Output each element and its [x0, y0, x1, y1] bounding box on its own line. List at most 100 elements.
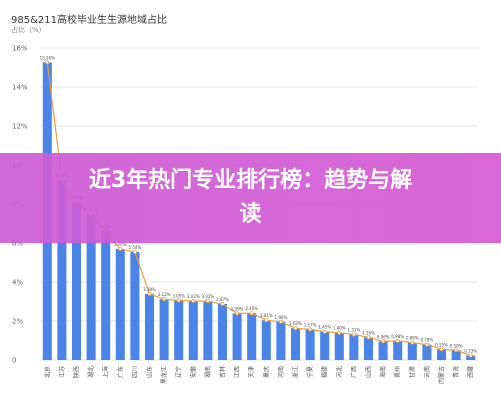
trend-point [454, 348, 459, 353]
data-label: 2.39% [231, 306, 244, 311]
x-tick-label: 江苏 [58, 366, 66, 378]
x-tick-label: 北京 [43, 366, 51, 378]
data-label: 1.16% [362, 330, 375, 335]
y-tick-label: 4% [12, 279, 23, 287]
x-tick-label: 广东 [116, 366, 124, 378]
data-label: 1.57% [304, 322, 317, 327]
x-tick-label: 安徽 [189, 366, 197, 378]
x-tick-label: 湖北 [87, 366, 95, 378]
x-tick-label: 贵州 [394, 366, 402, 378]
bar [247, 313, 257, 360]
x-tick-label: 辽宁 [175, 366, 183, 378]
trend-point [45, 60, 50, 65]
bar [363, 337, 374, 360]
trend-point [118, 246, 123, 251]
data-label: 0.55% [435, 342, 448, 347]
trend-point [337, 330, 342, 335]
bar [290, 328, 301, 360]
bar [407, 342, 417, 360]
bar [217, 304, 228, 360]
y-tick-label: 16% [12, 45, 28, 53]
x-tick-label: 山东 [146, 366, 154, 378]
headline-banner: 近3年热门专业排行榜：趋势与解读 [0, 153, 501, 243]
y-tick-label: 12% [12, 123, 28, 131]
trend-point [176, 298, 181, 303]
bar [115, 248, 125, 360]
trend-point [395, 338, 400, 343]
y-tick-label: 2% [12, 318, 23, 326]
bar [436, 349, 447, 360]
bar [349, 334, 359, 360]
bar [57, 180, 67, 360]
trend-point [293, 326, 298, 331]
bar [276, 321, 286, 360]
trend-point [366, 335, 371, 340]
x-tick-label: 云南 [423, 366, 431, 378]
bar [188, 300, 198, 360]
data-label: 0.89% [406, 336, 419, 341]
x-tick-label: 福建 [321, 366, 329, 378]
data-label: 3.03% [187, 294, 200, 299]
bar [334, 332, 344, 360]
trend-point [249, 311, 254, 316]
x-tick-label: 天津 [249, 366, 256, 378]
x-axis-labels: 北京 江苏 陕西 湖北 上海 广东 四川 山东 黑龙江 辽宁 安徽 湖南 吉林 江西 天津 重庆 河南 浙江 宁夏福… [43, 366, 474, 384]
x-tick-label: 黑龙江 [160, 366, 168, 384]
x-tick-label: 广西 [350, 366, 358, 378]
bar [378, 341, 388, 360]
bar [451, 350, 461, 360]
bar [232, 313, 242, 360]
x-tick-label: 重庆 [262, 366, 270, 378]
data-label: 1.63% [289, 321, 302, 326]
data-label: 1.45% [318, 325, 331, 330]
bar [320, 331, 330, 360]
trend-point [308, 327, 313, 332]
trend-point [410, 340, 415, 345]
data-label: 15.26% [40, 55, 55, 60]
data-label: 1.40% [333, 326, 346, 331]
trend-point [322, 329, 327, 334]
bar [422, 344, 432, 360]
data-label: 0.96% [377, 334, 390, 339]
y-axis-unit-label: 占比（%） [11, 26, 46, 34]
data-label: 0.79% [421, 338, 434, 343]
x-tick-label: 湖南 [204, 366, 212, 378]
x-tick-label: 海南 [379, 366, 387, 378]
trend-point [278, 319, 283, 324]
bar [86, 214, 96, 360]
trend-point [424, 342, 429, 347]
trend-point [162, 297, 167, 302]
x-tick-label: 内蒙古 [438, 366, 446, 384]
x-tick-label: 浙江 [292, 366, 300, 378]
trend-point [381, 339, 386, 344]
trend-point [351, 332, 356, 337]
x-tick-label: 吉林 [219, 366, 227, 378]
bar [466, 355, 476, 360]
x-tick-label: 四川 [132, 366, 139, 378]
y-tick-label: 6% [12, 240, 23, 248]
data-label: 2.40% [245, 306, 258, 311]
x-tick-label: 山西 [365, 366, 373, 378]
bar [203, 301, 213, 360]
x-tick-label: 河南 [277, 366, 285, 378]
trend-point [235, 311, 240, 316]
x-tick-label: 上海 [102, 366, 110, 378]
data-label: 5.70% [114, 242, 127, 247]
x-tick-label: 青海 [452, 366, 460, 378]
bar [174, 300, 184, 360]
bar [144, 293, 155, 360]
bar [393, 340, 403, 360]
data-label: 1.96% [275, 315, 288, 320]
data-label: 0.98% [391, 334, 404, 339]
trend-point [264, 318, 269, 323]
bar [159, 299, 169, 360]
data-label: 0.50% [450, 343, 463, 348]
data-label: 3.05% [172, 294, 185, 299]
x-tick-label: 江西 [234, 366, 241, 378]
trend-point [191, 298, 196, 303]
x-tick-label: 陕西 [73, 366, 81, 378]
trend-polyline [46, 62, 471, 357]
bar [305, 329, 315, 360]
y-tick-label: 0 [12, 357, 16, 365]
x-tick-label: 甘肃 [408, 366, 416, 378]
